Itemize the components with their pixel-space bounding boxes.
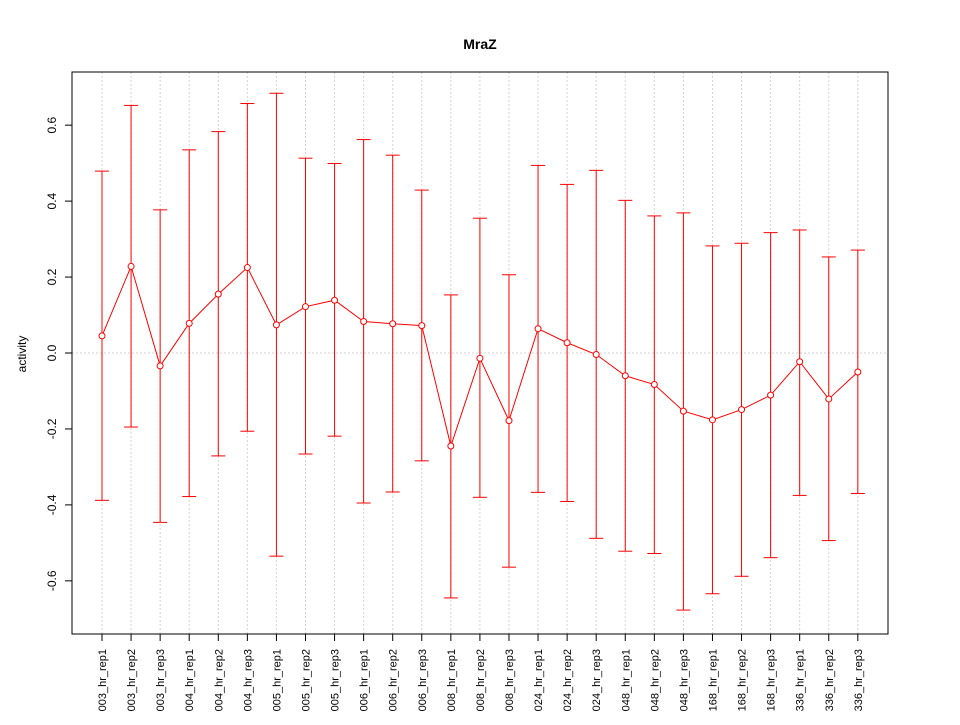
data-point <box>272 321 280 329</box>
x-tick-label: 008_hr_rep3 <box>504 649 516 711</box>
data-point <box>563 339 571 347</box>
x-tick-label: 004_hr_rep1 <box>184 649 196 711</box>
point-layer <box>98 262 862 450</box>
data-point <box>214 290 222 298</box>
data-point <box>621 372 629 380</box>
x-tick-label: 005_hr_rep1 <box>271 649 283 711</box>
x-tick-label: 336_hr_rep1 <box>795 649 807 711</box>
x-tick-label: 006_hr_rep3 <box>417 649 429 711</box>
y-tick-label: 0.6 <box>45 116 59 133</box>
y-tick-label: -0.6 <box>45 570 59 591</box>
x-tick-label: 336_hr_rep3 <box>853 649 865 711</box>
data-point <box>360 317 368 325</box>
x-tick-label: 006_hr_rep2 <box>388 649 400 711</box>
x-tick-label: 168_hr_rep3 <box>766 649 778 711</box>
data-point <box>447 442 455 450</box>
data-point <box>98 332 106 340</box>
data-point <box>738 406 746 414</box>
plot-frame <box>71 71 889 635</box>
data-point <box>476 354 484 362</box>
data-point <box>767 391 775 399</box>
x-tick-label: 005_hr_rep3 <box>330 649 342 711</box>
x-tick-label: 003_hr_rep1 <box>97 649 109 711</box>
data-point <box>331 296 339 304</box>
x-tick-label: 008_hr_rep2 <box>475 649 487 711</box>
x-tick-label: 003_hr_rep3 <box>155 649 167 711</box>
y-tick-label: 0.4 <box>45 192 59 209</box>
x-tick-label: 168_hr_rep1 <box>707 649 719 711</box>
data-point <box>796 358 804 366</box>
x-tick-label: 003_hr_rep2 <box>126 649 138 711</box>
y-axis-label: activity <box>15 336 29 373</box>
data-point <box>679 407 687 415</box>
errorbar-layer <box>95 92 865 611</box>
data-point <box>505 417 513 425</box>
x-tick-label: 024_hr_rep1 <box>533 649 545 711</box>
x-tick-label: 048_hr_rep2 <box>649 649 661 711</box>
x-tick-label: 004_hr_rep3 <box>242 649 254 711</box>
x-tick-label: 006_hr_rep1 <box>359 649 371 711</box>
data-point <box>127 262 135 270</box>
axis-layer: -0.6 -0.4 -0.2 0.0 0.2 0.4 0.6 003_hr_rep1 003_h… <box>45 116 865 711</box>
y-tick-label: 0.2 <box>45 268 59 285</box>
x-tick-label: 024_hr_rep3 <box>591 649 603 711</box>
x-tick-label: 008_hr_rep1 <box>446 649 458 711</box>
y-tick-label: -0.4 <box>45 494 59 515</box>
y-tick-label: 0.0 <box>45 344 59 361</box>
data-point <box>185 319 193 327</box>
chart-title: MraZ <box>463 36 497 52</box>
data-point <box>650 381 658 389</box>
x-tick-label: 024_hr_rep2 <box>562 649 574 711</box>
data-point <box>301 303 309 311</box>
data-point <box>156 362 164 370</box>
data-point <box>534 325 542 333</box>
data-point <box>243 264 251 272</box>
data-point <box>418 322 426 330</box>
data-point <box>592 351 600 359</box>
x-tick-label: 005_hr_rep2 <box>300 649 312 711</box>
x-tick-label: 048_hr_rep1 <box>620 649 632 711</box>
x-tick-label: 336_hr_rep2 <box>824 649 836 711</box>
x-tick-label: 168_hr_rep2 <box>737 649 749 711</box>
data-point <box>825 395 833 403</box>
data-point <box>389 320 397 328</box>
x-tick-label: 048_hr_rep3 <box>678 649 690 711</box>
y-tick-label: -0.2 <box>45 418 59 439</box>
x-tick-label: 004_hr_rep2 <box>213 649 225 711</box>
data-point <box>708 416 716 424</box>
data-point <box>854 368 862 376</box>
